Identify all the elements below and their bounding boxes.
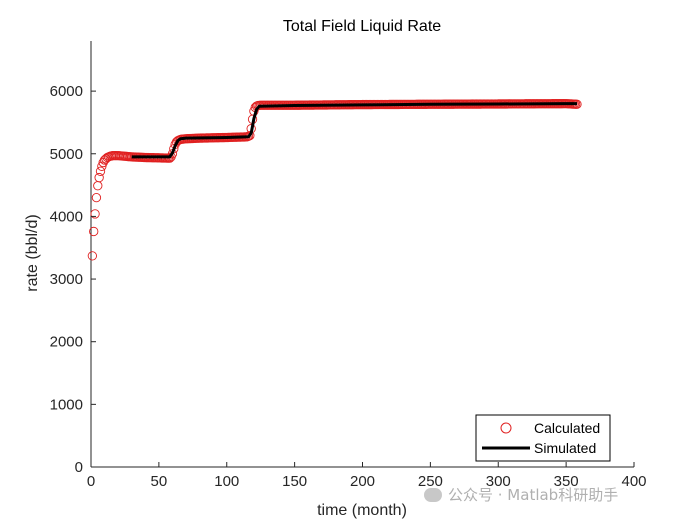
x-axis-ticks: 0 50 100 150 200 250 300 350 400 xyxy=(87,462,647,490)
y-tick-label: 2000 xyxy=(50,334,83,351)
legend: Calculated Simulated xyxy=(475,414,611,462)
x-tick-label: 300 xyxy=(486,473,511,490)
x-tick-label: 0 xyxy=(87,473,95,490)
x-tick-label: 150 xyxy=(282,473,307,490)
simulated-line xyxy=(131,102,577,159)
watermark: 公众号 · Matlab科研助手 xyxy=(424,484,618,505)
calculated-point xyxy=(87,251,98,261)
x-tick-label: 100 xyxy=(214,473,239,490)
y-tick-label: 4000 xyxy=(50,208,83,225)
y-axis-label: rate (bbl/d) xyxy=(24,214,41,291)
legend-calculated-label: Calculated xyxy=(534,420,600,436)
y-tick-label: 6000 xyxy=(50,83,83,100)
y-tick-label: 0 xyxy=(75,459,83,476)
y-tick-label: 3000 xyxy=(50,271,83,288)
x-tick-label: 250 xyxy=(418,473,443,490)
calculated-point xyxy=(91,192,102,203)
calculated-point xyxy=(90,209,100,219)
calculated-point xyxy=(95,166,106,176)
chart-title: Total Field Liquid Rate xyxy=(283,18,441,35)
legend-simulated-label: Simulated xyxy=(534,440,596,456)
watermark-text: 公众号 · Matlab科研助手 xyxy=(448,486,619,504)
legend-box xyxy=(475,414,611,462)
x-tick-label: 200 xyxy=(350,473,375,490)
wechat-icon xyxy=(424,488,442,502)
plot-area xyxy=(87,41,634,468)
legend-calculated-marker xyxy=(500,422,512,434)
x-tick-label: 400 xyxy=(621,473,646,490)
x-tick-label: 350 xyxy=(554,473,579,490)
x-axis-label: time (month) xyxy=(317,502,407,519)
y-tick-label: 5000 xyxy=(50,146,83,163)
calculated-point xyxy=(94,172,104,183)
calculated-point xyxy=(97,161,107,171)
x-tick-label: 50 xyxy=(151,473,168,490)
calculated-point xyxy=(89,226,99,237)
y-axis-ticks: 0 1000 2000 3000 4000 5000 6000 xyxy=(50,83,96,476)
y-tick-label: 1000 xyxy=(50,396,83,413)
